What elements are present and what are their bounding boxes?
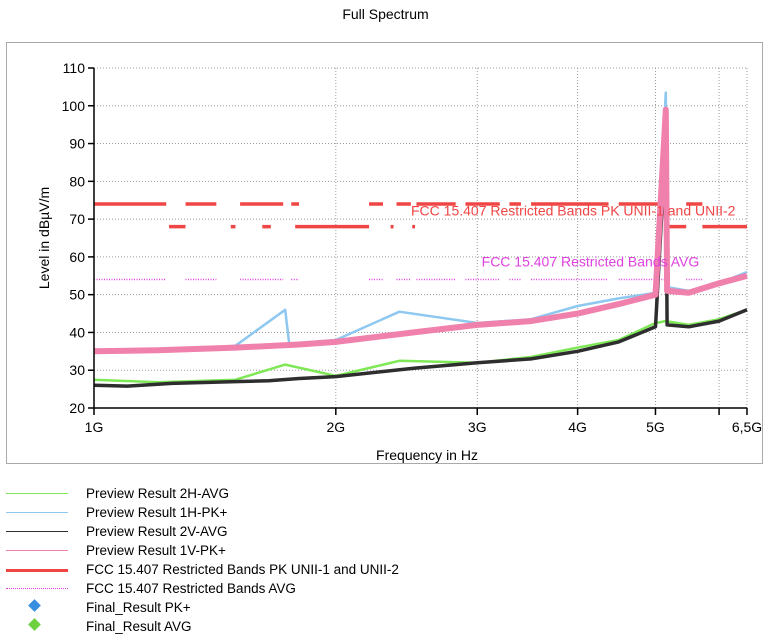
y-tick-label: 80 [69,173,85,189]
y-tick-label: 50 [69,287,85,303]
y-tick-label: 20 [69,400,85,416]
legend-label: FCC 15.407 Restricted Bands AVG [86,581,296,596]
limit-annotation: FCC 15.407 Restricted Bands PK UNII-1 an… [411,202,736,218]
legend: Preview Result 2H-AVG Preview Result 1H-P… [6,484,706,636]
legend-swatch [6,588,68,589]
limit-annotation: FCC 15.407 Restricted Bands AVG [482,253,700,269]
legend-entry: Preview Result 2H-AVG [6,484,706,503]
legend-swatch [6,569,68,572]
plot-area: 20 30 40 50 60 70 80 90 100 110 1G 2G 3G 4G 5G 6,5G FCC… [36,60,763,463]
legend-entry: Final_Result AVG [6,617,706,636]
legend-swatch [6,531,68,532]
legend-entry: FCC 15.407 Restricted Bands AVG [6,579,706,598]
legend-swatch [6,512,68,513]
chart-frame [6,42,763,464]
legend-label: Preview Result 1H-PK+ [86,505,228,520]
legend-label: Preview Result 2V-AVG [86,524,228,539]
legend-entry: Final_Result PK+ [6,598,706,617]
x-tick-label: 4G [568,419,587,435]
limit-lines [94,202,747,281]
series-lines [93,91,748,388]
series-line-3 [93,138,748,388]
legend-entry: Preview Result 1V-PK+ [6,541,706,560]
legend-entry: FCC 15.407 Restricted Bands PK UNII-1 an… [6,560,706,579]
y-tick-label: 40 [69,324,85,340]
x-tick-label: 2G [326,419,345,435]
x-tick-label: 1G [85,419,104,435]
chart-title: Full Spectrum [342,6,429,22]
legend-label: Preview Result 2H-AVG [86,486,230,501]
y-tick-label: 90 [69,136,85,152]
y-tick-label: 60 [69,249,85,265]
series-line-4 [93,106,748,355]
legend-swatch [6,493,68,494]
axes: 20 30 40 50 60 70 80 90 100 110 1G 2G 3G 4G 5G 6,5G [62,60,763,435]
legend-swatch [28,599,41,612]
x-tick-label: 5G [646,419,665,435]
y-tick-label: 70 [69,211,85,227]
legend-label: Final_Result PK+ [86,600,191,615]
grid-lines [93,67,748,409]
y-tick-label: 110 [63,60,86,76]
legend-label: Final_Result AVG [86,619,192,634]
y-tick-label: 30 [69,362,85,378]
x-tick-label: 3G [468,419,487,435]
x-axis-label: Frequency in Hz [376,447,478,463]
annotations: FCC 15.407 Restricted Bands PK UNII-1 an… [411,202,736,269]
y-axis-label: Level in dBµV/m [36,187,52,289]
limit-line-pk [94,202,747,229]
series-line-2 [93,91,748,353]
legend-swatch [6,550,68,551]
y-tick-label: 100 [62,98,86,114]
legend-entry: Preview Result 2V-AVG [6,522,706,541]
legend-label: Preview Result 1V-PK+ [86,543,226,558]
series-line-1 [93,308,748,384]
legend-entry: Preview Result 1H-PK+ [6,503,706,522]
legend-swatch [28,618,41,631]
legend-label: FCC 15.407 Restricted Bands PK UNII-1 an… [86,562,399,577]
x-tick-label: 6,5G [732,419,762,435]
